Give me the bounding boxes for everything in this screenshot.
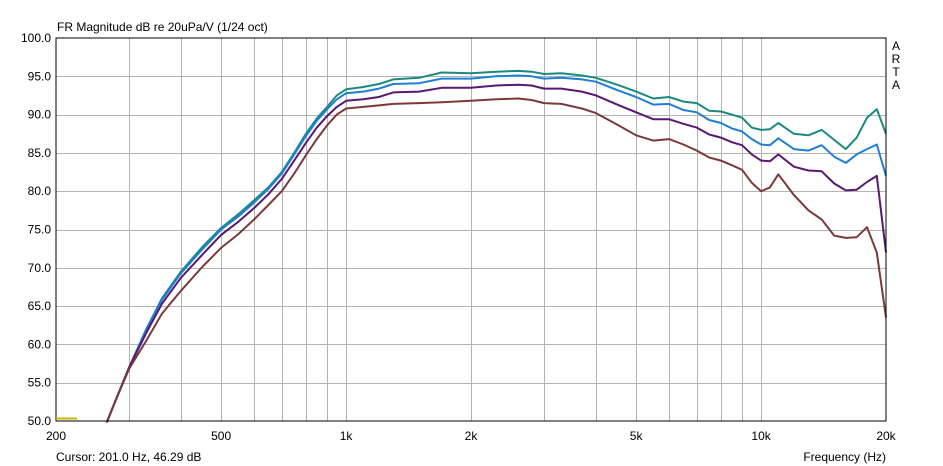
x-tick-label-6: 20k [876,429,896,443]
grid [56,38,886,421]
brand-letter-3: A [892,78,900,92]
y-tick-label-7: 65.0 [28,299,52,313]
brand-letter-2: T [892,65,900,79]
y-tick-label-4: 80.0 [28,184,52,198]
brand-letter-1: R [892,52,901,66]
plot-frame [55,37,887,422]
y-tick-label-8: 60.0 [28,337,52,351]
y-tick-label-0: 100.0 [21,31,51,45]
x-tick-label-2: 1k [340,429,354,443]
brand-letter-0: A [892,39,900,53]
series-line-3 [105,97,887,423]
x-tick-label-3: 2k [465,429,479,443]
y-tick-label-5: 75.0 [28,223,52,237]
series-group [105,69,887,423]
series-line-2 [105,83,887,423]
y-tick-label-6: 70.0 [28,261,52,275]
chart-title: FR Magnitude dB re 20uPa/V (1/24 oct) [57,20,268,34]
x-axis-label: Frequency (Hz) [803,450,886,464]
y-tick-label-1: 95.0 [28,69,52,83]
series-line-0 [105,69,887,423]
y-tick-label-9: 55.0 [28,376,52,390]
x-tick-label-5: 10k [751,429,771,443]
y-tick-label-3: 85.0 [28,146,52,160]
x-tick-label-0: 200 [46,429,66,443]
y-tick-labels: 100.0 95.0 90.0 85.0 80.0 75.0 70.0 65.0 60.0 55.… [21,31,51,428]
x-tick-label-1: 500 [211,429,231,443]
cursor-readout: Cursor: 201.0 Hz, 46.29 dB [56,450,201,464]
y-tick-label-10: 50.0 [28,414,52,428]
x-tick-labels: 200 500 1k 2k 5k 10k 20k [46,429,897,443]
x-tick-label-4: 5k [630,429,644,443]
series-line-1 [105,74,887,423]
y-tick-label-2: 90.0 [28,108,52,122]
